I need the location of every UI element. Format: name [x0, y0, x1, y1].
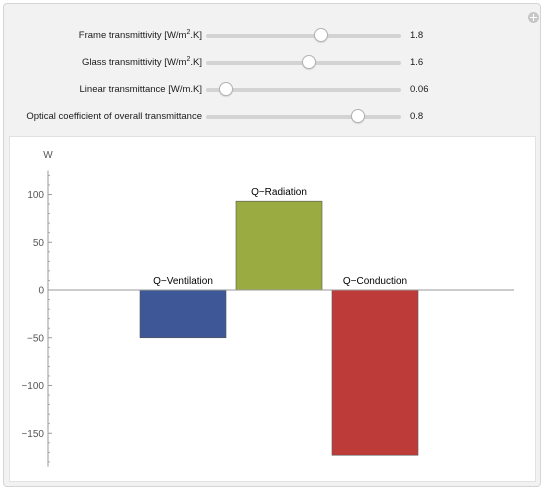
y-axis-label: W	[43, 150, 53, 161]
optical-coefficient-slider[interactable]	[206, 109, 401, 123]
linear-transmittance-value: 0.06	[410, 84, 429, 95]
bar-0	[139, 289, 227, 339]
label-text-suffix: .K]	[190, 30, 202, 41]
label-text: Linear transmittance [W/m.K]	[79, 84, 202, 95]
label-text: Frame transmittivity [W/m	[78, 30, 187, 41]
y-tick-label: 100	[27, 190, 44, 201]
bar-label-1: Q−Radiation	[251, 187, 307, 198]
label-superscript: 2	[186, 28, 191, 36]
slider-thumb[interactable]	[302, 55, 317, 69]
y-tick-label: 50	[33, 238, 45, 249]
y-tick-label: 0	[38, 286, 44, 297]
glass-transmittivity-label: Glass transmittivity [W/m2.K]	[82, 56, 202, 70]
glass-transmittivity-slider[interactable]	[206, 55, 401, 69]
bar-chart: 100 50 0 −50 −100 −150 W Q−Ventilation Q−Radiati…	[21, 150, 514, 467]
optical-coefficient-value: 0.8	[410, 111, 424, 122]
bar-label-2: Q−Conduction	[343, 276, 407, 287]
plus-icon[interactable]	[528, 12, 539, 23]
label-superscript: 2	[186, 55, 191, 63]
y-tick-label: −150	[21, 429, 44, 440]
frame-transmittivity-label: Frame transmittivity [W/m2.K]	[79, 29, 202, 43]
linear-transmittance-slider[interactable]	[206, 82, 401, 96]
label-text: Glass transmittivity [W/m	[81, 57, 187, 68]
bar-1	[235, 200, 323, 291]
bar-2	[331, 289, 419, 456]
slider-thumb[interactable]	[351, 109, 366, 123]
optical-coefficient-label: Optical coefficient of overall transmitt…	[26, 110, 202, 124]
y-tick-label: −100	[21, 381, 44, 392]
glass-transmittivity-value: 1.6	[410, 57, 424, 68]
y-tick-label: −50	[27, 333, 44, 344]
slider-thumb[interactable]	[314, 28, 329, 42]
label-text-suffix: .K]	[190, 57, 202, 68]
slider-thumb[interactable]	[218, 82, 233, 96]
plot-area: 100 50 0 −50 −100 −150 W Q−Ventilation Q−Radiati…	[9, 136, 536, 482]
frame-transmittivity-slider[interactable]	[206, 28, 401, 42]
bar-label-0: Q−Ventilation	[153, 276, 213, 287]
linear-transmittance-label: Linear transmittance [W/m.K]	[80, 83, 202, 97]
label-text: Optical coefficient of overall transmitt…	[26, 111, 202, 122]
frame-transmittivity-value: 1.8	[410, 30, 424, 41]
